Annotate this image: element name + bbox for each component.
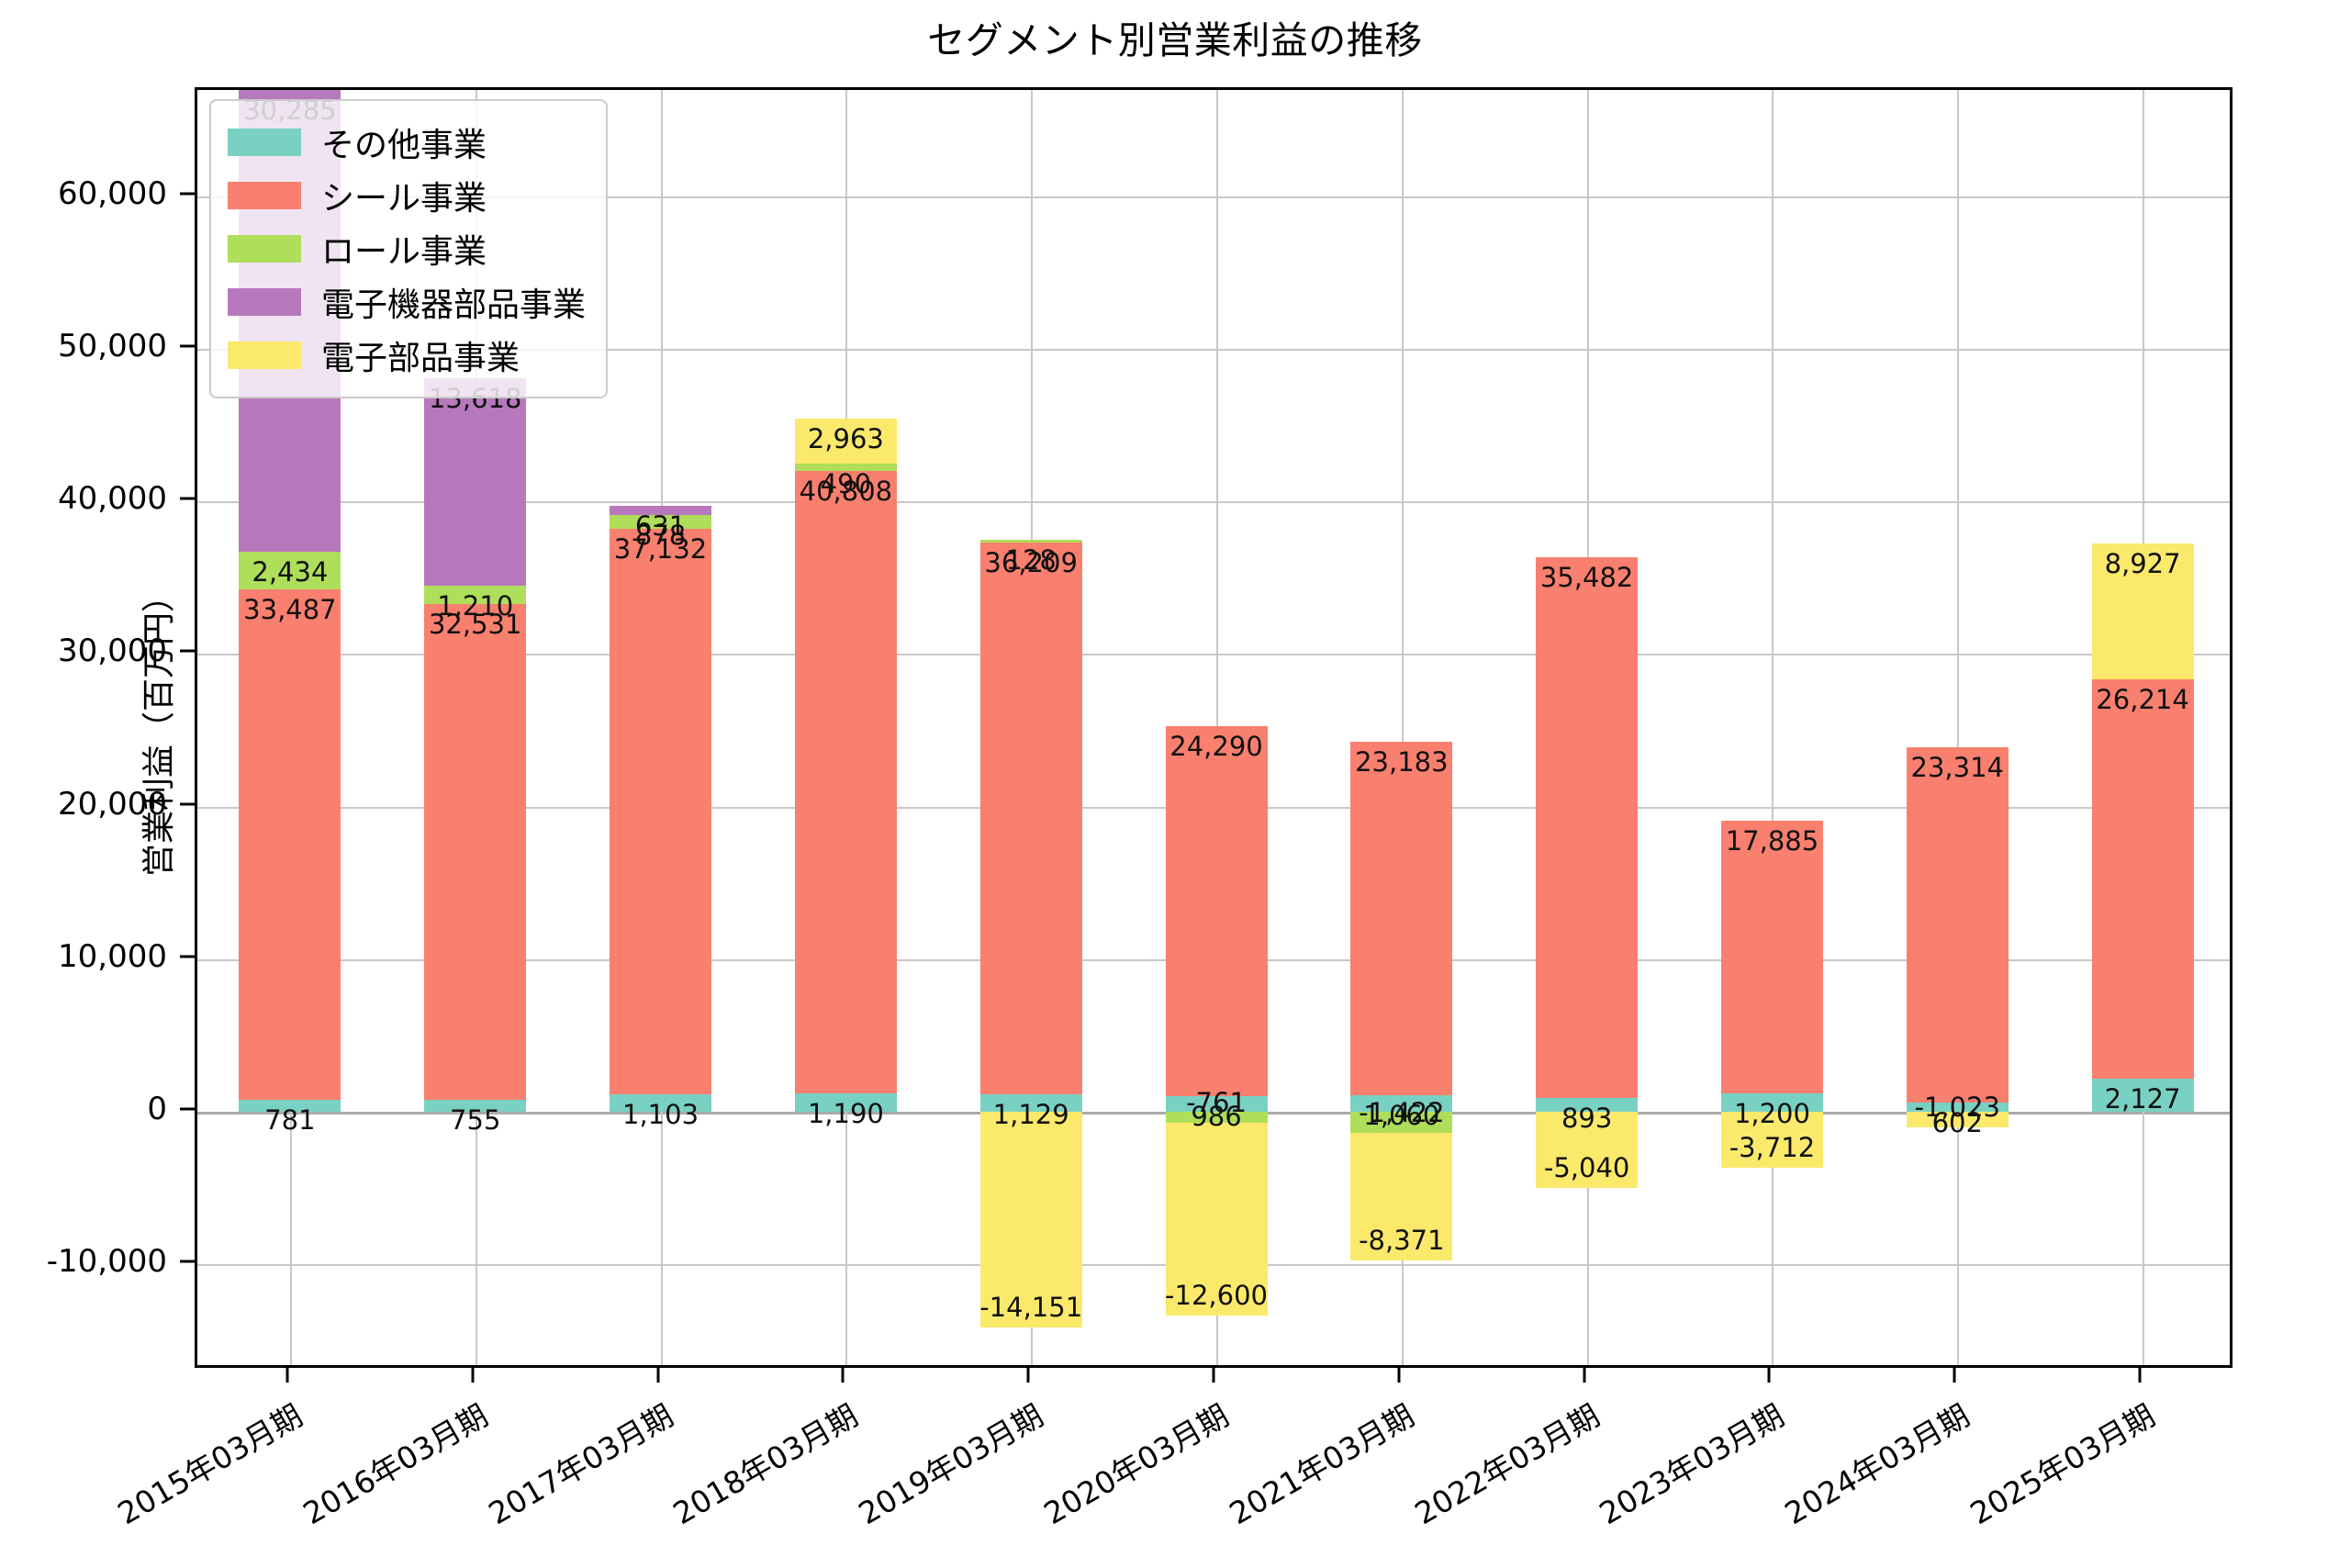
- x-tick-mark: [1397, 1368, 1401, 1383]
- x-tick-mark: [656, 1368, 660, 1383]
- x-tick-mark: [1212, 1368, 1215, 1383]
- bar-segment: [1536, 1111, 1639, 1189]
- legend-item-label: その他事業: [321, 127, 487, 164]
- gridline-y-30000: [197, 654, 2230, 656]
- gridline-x-9: [1957, 90, 1960, 1365]
- bar-segment: [1165, 1123, 1268, 1316]
- y-tick-mark: [180, 192, 195, 196]
- page-title: セグメント別営業利益の推移: [927, 18, 1423, 62]
- bar-segment: [610, 1094, 712, 1112]
- x-tick-mark: [471, 1368, 475, 1383]
- legend-item-1[interactable]: シール事業: [228, 169, 586, 222]
- legend-item-label: ロール事業: [321, 233, 487, 271]
- bar-segment: [1720, 1111, 1823, 1169]
- x-tick-mark: [1583, 1368, 1586, 1383]
- x-tick-mark: [1026, 1368, 1030, 1383]
- bar-segment: [1350, 1095, 1453, 1112]
- y-axis-title: 営業利益（百万円）: [140, 578, 179, 877]
- bar-segment: [424, 603, 527, 1101]
- legend-item-2[interactable]: ロール事業: [228, 222, 586, 275]
- y-tick-label: 50,000: [58, 328, 167, 365]
- y-tick-mark: [180, 955, 195, 958]
- bar-segment: [239, 552, 341, 589]
- chart-legend[interactable]: その他事業シール事業ロール事業電子機器部品事業 電子部品事業: [209, 99, 609, 398]
- legend-item-label: シール事業: [321, 180, 487, 218]
- bar-segment: [2091, 679, 2194, 1080]
- bar-segment: [1536, 556, 1639, 1098]
- bar-segment: [979, 1093, 1082, 1112]
- y-tick-mark: [180, 497, 195, 500]
- gridline-y-50000: [197, 349, 2230, 352]
- bar-segment: [979, 1111, 1082, 1327]
- bar-segment: [1350, 1133, 1453, 1261]
- bar-segment: [610, 515, 712, 529]
- y-tick-label: 10,000: [58, 937, 167, 975]
- legend-item-label: 電子機器部品事業: [321, 286, 587, 324]
- bar-segment: [1720, 1092, 1823, 1112]
- y-axis-title-wrap: 営業利益（百万円）: [13, 87, 178, 1368]
- y-tick-label: -10,000: [46, 1242, 167, 1280]
- legend-item-4[interactable]: 電子部品事業: [228, 329, 586, 382]
- bar-segment: [1906, 746, 2009, 1103]
- bar-segment: [1350, 1111, 1453, 1134]
- x-tick-mark: [841, 1368, 845, 1383]
- y-tick-mark: [180, 1107, 195, 1111]
- bar-segment: [424, 377, 527, 586]
- y-tick-mark: [180, 344, 195, 348]
- x-tick-mark: [1767, 1368, 1771, 1383]
- bar-segment: [610, 528, 712, 1095]
- bar-segment: [1536, 1097, 1639, 1112]
- legend-item-label: 電子部品事業: [321, 340, 520, 377]
- gridline-x-6: [1401, 90, 1404, 1365]
- bar-segment: [794, 464, 897, 472]
- bar-segment: [610, 505, 712, 516]
- legend-swatch-icon: [228, 129, 301, 156]
- bar-segment: [1720, 820, 1823, 1093]
- y-tick-mark: [180, 649, 195, 653]
- y-tick-label: 20,000: [58, 785, 167, 823]
- y-tick-mark: [180, 802, 195, 806]
- y-tick-label: 40,000: [58, 480, 167, 518]
- bar-segment: [1165, 1096, 1268, 1112]
- bar-segment: [424, 1100, 527, 1112]
- bar-segment: [1350, 742, 1453, 1096]
- legend-swatch-icon: [228, 342, 301, 369]
- legend-item-3[interactable]: 電子機器部品事業: [228, 275, 586, 329]
- bar-segment: [2091, 1079, 2194, 1112]
- y-tick-mark: [180, 1260, 195, 1263]
- legend-swatch-icon: [228, 182, 301, 209]
- bar-segment: [1165, 1111, 1268, 1124]
- x-tick-mark: [2138, 1368, 2142, 1383]
- y-tick-label: 60,000: [58, 175, 167, 213]
- bar-segment: [2091, 543, 2194, 679]
- gridline-y-40000: [197, 501, 2230, 504]
- bar-segment: [794, 1092, 897, 1112]
- y-tick-label: 30,000: [58, 633, 167, 670]
- bar-segment: [1906, 1102, 2009, 1112]
- bar-segment: [1906, 1111, 2009, 1127]
- y-tick-label: 0: [147, 1090, 167, 1127]
- x-tick-mark: [1953, 1368, 1956, 1383]
- x-tick-mark: [285, 1368, 289, 1383]
- bar-segment: [239, 588, 341, 1100]
- legend-swatch-icon: [228, 235, 301, 263]
- bar-segment: [979, 542, 1082, 1094]
- bar-segment: [1165, 725, 1268, 1097]
- bar-segment: [794, 418, 897, 465]
- gridline-y-60000: [197, 196, 2230, 199]
- legend-item-0[interactable]: その他事業: [228, 116, 586, 169]
- gridline-x-8: [1772, 90, 1774, 1365]
- legend-swatch-icon: [228, 288, 301, 316]
- bar-segment: [239, 1099, 341, 1112]
- bar-segment: [979, 540, 1082, 543]
- bar-segment: [424, 585, 527, 604]
- bar-segment: [794, 471, 897, 1093]
